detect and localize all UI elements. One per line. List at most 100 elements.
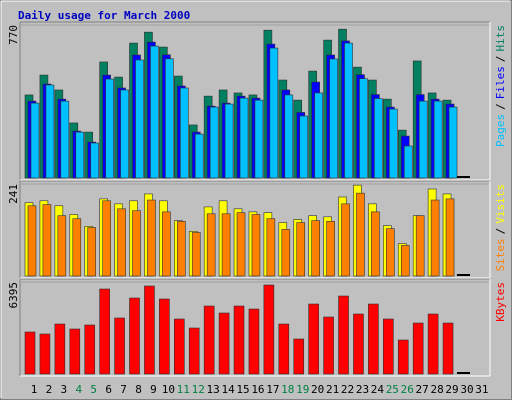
bar — [389, 108, 398, 179]
bar — [69, 328, 81, 375]
x-tick-label: 5 — [90, 383, 97, 396]
bar — [251, 214, 261, 277]
x-tick-label: 29 — [445, 383, 458, 396]
bar — [99, 288, 110, 375]
bar — [27, 205, 37, 277]
x-tick-label: 15 — [236, 383, 249, 396]
x-tick-label: 4 — [75, 383, 82, 396]
x-tick-label: 8 — [135, 383, 142, 396]
bar — [129, 297, 140, 375]
bar — [400, 245, 410, 277]
bar — [383, 318, 394, 375]
bar — [120, 89, 129, 179]
bar — [412, 322, 424, 375]
x-tick-label: 7 — [120, 383, 127, 396]
legend-entry: Sites — [494, 238, 507, 271]
bar — [236, 212, 246, 277]
bar — [177, 221, 186, 277]
legend-separator: / — [494, 228, 507, 235]
bar — [299, 115, 309, 179]
bar — [135, 59, 144, 179]
bar — [433, 100, 443, 179]
chart-title: Daily usage for March 2000 — [18, 9, 190, 22]
x-tick-label: 14 — [221, 383, 235, 396]
legend-entry: Files — [494, 66, 507, 99]
bar — [314, 92, 323, 179]
bar — [144, 285, 155, 375]
y-tick-label: 241 — [7, 184, 20, 204]
bar — [180, 87, 189, 179]
bar — [415, 215, 425, 277]
bar — [284, 94, 294, 179]
bar — [293, 338, 305, 375]
legend: Sites / Visits — [494, 184, 507, 272]
bar — [456, 372, 470, 374]
bar — [54, 323, 66, 375]
bar — [159, 298, 170, 375]
bar — [248, 308, 260, 375]
x-tick-label: 3 — [61, 383, 68, 396]
bar — [308, 303, 319, 375]
bar — [368, 303, 379, 375]
bar — [84, 324, 96, 375]
bar — [194, 133, 204, 179]
bar — [296, 222, 306, 277]
y-tick-label: 770 — [7, 25, 20, 45]
legend: Pages / Files / Hits — [494, 25, 507, 147]
x-tick-label: 22 — [341, 383, 354, 396]
bar — [132, 210, 141, 277]
bar — [150, 45, 159, 179]
bar — [344, 42, 353, 179]
bar — [239, 97, 249, 179]
bar — [147, 199, 156, 277]
bar — [87, 227, 97, 277]
bar — [311, 220, 320, 277]
x-tick-label: 25 — [386, 383, 399, 396]
bar — [206, 213, 216, 277]
bar — [45, 84, 55, 179]
bar — [456, 274, 470, 276]
bar — [456, 176, 470, 178]
x-tick-label: 2 — [46, 383, 53, 396]
bar — [117, 208, 126, 277]
bar — [278, 323, 290, 375]
bar — [269, 47, 279, 179]
x-tick-label: 17 — [266, 383, 279, 396]
bar — [430, 199, 440, 277]
bar — [102, 200, 111, 277]
bar — [165, 58, 174, 179]
x-tick-label: 1 — [31, 383, 38, 396]
bar — [386, 228, 395, 277]
x-tick-label: 9 — [150, 383, 157, 396]
bar — [75, 131, 85, 179]
y-tick-label: 6395 — [7, 282, 20, 309]
legend-entry: Hits — [494, 25, 507, 52]
bar — [209, 106, 219, 179]
bar — [30, 102, 40, 179]
x-tick-label: 21 — [326, 383, 339, 396]
x-tick-label: 26 — [401, 383, 414, 396]
legend-entry: KBytes — [494, 282, 507, 322]
bar — [374, 98, 383, 179]
bar — [353, 313, 364, 375]
bar — [371, 211, 380, 277]
x-tick-label: 16 — [251, 383, 264, 396]
bar — [263, 284, 275, 375]
bar — [442, 322, 454, 375]
x-tick-label: 28 — [430, 383, 443, 396]
x-tick-label: 13 — [207, 383, 220, 396]
bar — [203, 305, 215, 375]
x-tick-label: 12 — [192, 383, 205, 396]
x-tick-label: 24 — [371, 383, 385, 396]
legend-separator: / — [494, 56, 507, 63]
x-tick-label: 20 — [311, 383, 324, 396]
bar — [356, 192, 365, 277]
bar — [174, 318, 185, 375]
bar — [72, 218, 82, 277]
bar — [224, 103, 234, 179]
bar — [191, 232, 201, 277]
bar — [114, 317, 125, 375]
bar — [397, 339, 409, 375]
